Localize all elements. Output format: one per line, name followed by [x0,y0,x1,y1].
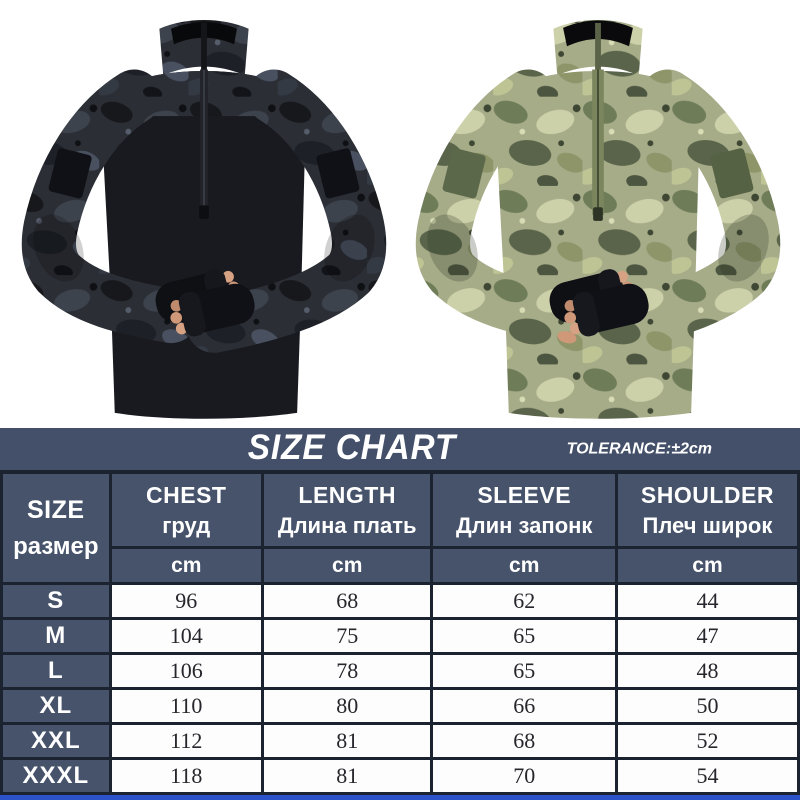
shoulder-value: 50 [617,690,797,722]
col-header-ru: Длин запонк [455,512,593,538]
arm-patch [442,148,486,199]
chest-value: 96 [111,585,261,617]
product-photo-black-multicam [10,6,398,426]
size-header-en: SIZE [26,495,85,524]
zipper-teeth [597,69,599,216]
right-glove [170,283,255,337]
col-header-en: SLEEVE [477,481,572,508]
size-chart: SIZE CHART TOLERANCE:±2cm SIZE размер CH… [0,428,800,800]
length-value: 80 [263,690,431,722]
elbow-pad [33,214,84,282]
black-multicam-shirt-illustration [21,20,387,419]
right-glove [564,283,649,337]
size-cell: XL [3,690,109,722]
chest-value: 106 [111,655,261,687]
elbow-pad [718,214,769,282]
elbow-pad [427,214,478,282]
product-photo-green-camo [404,6,792,426]
size-cell: S [3,585,109,617]
col-header-ru: Плеч широк [642,512,773,538]
col-header-ru: Длина плать [277,512,417,538]
length-value: 81 [263,725,431,757]
shirt-left-sleeve [415,69,593,344]
length-value: 78 [263,655,431,687]
size-cell: XXL [3,725,109,757]
shoulder-value: 44 [617,585,797,617]
collar-zip [201,22,207,76]
col-header-en: LENGTH [298,481,396,508]
unit-cell: cm [617,549,797,582]
unit-cell: cm [111,549,261,582]
col-header-length: LENGTH Длина плать [263,474,431,546]
chest-value: 110 [111,690,261,722]
chart-title-bar: SIZE CHART TOLERANCE:±2cm [0,428,800,470]
elbow-pad [324,214,375,282]
chest-value: 118 [111,760,261,792]
size-cell: M [3,620,109,652]
size-cell: L [3,655,109,687]
size-cell: XXXL [3,760,109,792]
sleeve-value: 65 [433,620,615,652]
chart-title: SIZE CHART [247,428,457,468]
col-header-en: CHEST [146,481,227,508]
unit-cell: cm [263,549,431,582]
length-value: 75 [263,620,431,652]
shirt-right-sleeve [580,69,781,353]
col-header-sleeve: SLEEVE Длин запонк [433,474,615,546]
sleeve-value: 65 [433,655,615,687]
sleeve-value: 70 [433,760,615,792]
size-header-ru: размер [13,532,99,560]
size-header-cell: SIZE размер [3,474,109,582]
shoulder-value: 52 [617,725,797,757]
zipper-teeth [203,69,205,214]
bottom-accent-bar [0,795,800,800]
length-value: 81 [263,760,431,792]
length-value: 68 [263,585,431,617]
green-camo-shirt-illustration [415,20,781,419]
col-header-chest: CHEST груд [111,474,261,546]
col-header-shoulder: SHOULDER Плеч широк [617,474,797,546]
zipper-pull [199,205,209,219]
shirt-right-sleeve [186,69,387,353]
sleeve-value: 68 [433,725,615,757]
collar-zip [595,22,601,76]
unit-cell: cm [433,549,615,582]
sleeve-value: 66 [433,690,615,722]
col-header-en: SHOULDER [640,481,774,508]
shoulder-value: 54 [617,760,797,792]
sleeve-value: 62 [433,585,615,617]
arm-patch [710,148,754,199]
size-table: SIZE размер CHEST груд LENGTH Длина плат… [0,470,800,795]
shoulder-value: 47 [617,620,797,652]
tolerance-note: TOLERANCE:±2cm [566,440,712,458]
col-header-ru: груд [162,512,211,538]
shoulder-value: 48 [617,655,797,687]
chest-value: 104 [111,620,261,652]
zipper-pull [593,207,603,221]
arm-patch [48,148,92,199]
arm-patch [316,148,360,199]
hand-skin [557,331,577,344]
chest-value: 112 [111,725,261,757]
shirt-left-sleeve [21,69,199,344]
product-photos [10,6,792,426]
